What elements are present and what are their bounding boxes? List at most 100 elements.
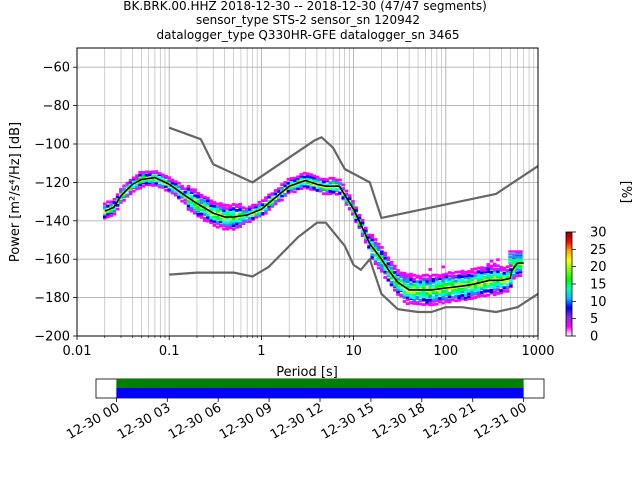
psd-density-cell [151,174,155,178]
psd-density-cell [128,180,133,184]
psd-density-cell [151,170,155,174]
psd-density-cell [431,284,436,288]
psd-density-cell [209,221,213,225]
psd-density-cell [351,212,355,216]
psd-density-cell [280,194,284,198]
x-axis-label: Period [s] [276,365,338,380]
psd-density-cell [508,253,513,256]
psd-density-cell [257,211,262,215]
psd-density-cell [241,209,246,213]
psd-density-cell [480,284,484,287]
psd-density-cell [418,280,423,284]
psd-density-cell [212,220,217,223]
psd-density-cell [202,205,207,209]
psd-density-cell [492,285,497,289]
psd-density-cell [325,183,329,187]
psd-density-cell [405,302,410,306]
psd-density-cell [257,206,262,210]
colorbar-tick-label: 15 [590,278,607,293]
psd-density-cell [364,226,368,230]
psd-density-cell [460,280,465,283]
psd-density-cell [518,266,523,270]
psd-density-cell [460,275,465,278]
y-tick-label: −180 [34,291,70,306]
psd-density-cell [177,185,181,189]
psd-density-cell [193,203,197,207]
psd-density-cell [512,276,516,280]
psd-density-cell [109,214,114,217]
psd-density-cell [218,208,223,212]
psd-density-cell [235,209,239,212]
psd-density-cell [399,271,404,275]
psd-density-cell [428,300,433,304]
psd-density-cell [193,190,197,194]
psd-density-cell [296,175,300,179]
psd-density-cell [254,214,259,218]
psd-density-cell [376,252,381,256]
psd-density-cell [470,280,474,284]
psd-density-cell [305,177,310,181]
psd-density-cell [457,292,462,295]
psd-density-cell [441,273,445,277]
psd-density-cell [144,183,149,187]
psd-density-cell [244,207,249,211]
psd-density-cell [463,280,468,284]
psd-density-cell [486,282,491,286]
y-tick-label: −160 [34,253,70,268]
psd-density-cell [280,186,284,190]
psd-density-cell [286,181,291,185]
psd-density-cell [425,273,429,277]
psd-density-cell [441,289,445,293]
psd-density-cell [486,264,491,268]
psd-density-cell [125,193,130,197]
psd-density-cell [309,175,313,179]
psd-density-cell [331,179,336,182]
psd-density-cell [483,283,487,286]
psd-density-cell [305,181,310,185]
psd-density-cell [467,278,471,282]
psd-density-cell [222,222,226,226]
psd-density-cell [434,293,439,297]
psd-density-cell [422,298,426,302]
psd-density-cell [325,192,329,196]
psd-density-cell [370,249,375,252]
psd-density-cell [486,293,491,297]
psd-density-cell [212,214,217,218]
psd-density-cell [193,211,197,214]
psd-density-cell [180,195,184,199]
psd-density-cell [206,205,210,209]
psd-density-cell [486,274,491,278]
psd-density-cell [441,279,445,283]
psd-density-cell [489,290,494,294]
psd-density-cell [196,214,201,218]
psd-density-cell [228,213,233,217]
psd-density-cell [431,286,436,290]
psd-density-cell [328,176,333,180]
psd-density-cell [283,189,288,193]
psd-density-cell [483,275,487,279]
psd-density-cell [357,218,362,221]
psd-density-cell [364,240,368,244]
psd-density-cell [276,198,281,202]
psd-density-cell [486,263,491,266]
psd-density-cell [473,292,478,295]
psd-density-cell [444,275,449,278]
psd-density-cell [425,280,429,284]
y-tick-label: −200 [34,330,70,345]
psd-density-cell [512,258,517,262]
psd-density-cell [393,273,397,276]
psd-density-cell [186,199,191,203]
psd-density-cell [476,284,481,288]
psd-density-cell [202,216,207,220]
psd-density-cell [354,220,358,224]
psd-density-cell [128,178,133,182]
psd-density-cell [496,288,500,291]
psd-density-cell [508,261,513,265]
psd-density-cell [309,185,313,189]
coverage-tick-label: 12-30 15 [319,400,377,442]
psd-density-cell [396,288,400,292]
psd-density-cell [325,185,329,189]
psd-density-cell [418,298,423,302]
psd-density-cell [128,187,133,190]
